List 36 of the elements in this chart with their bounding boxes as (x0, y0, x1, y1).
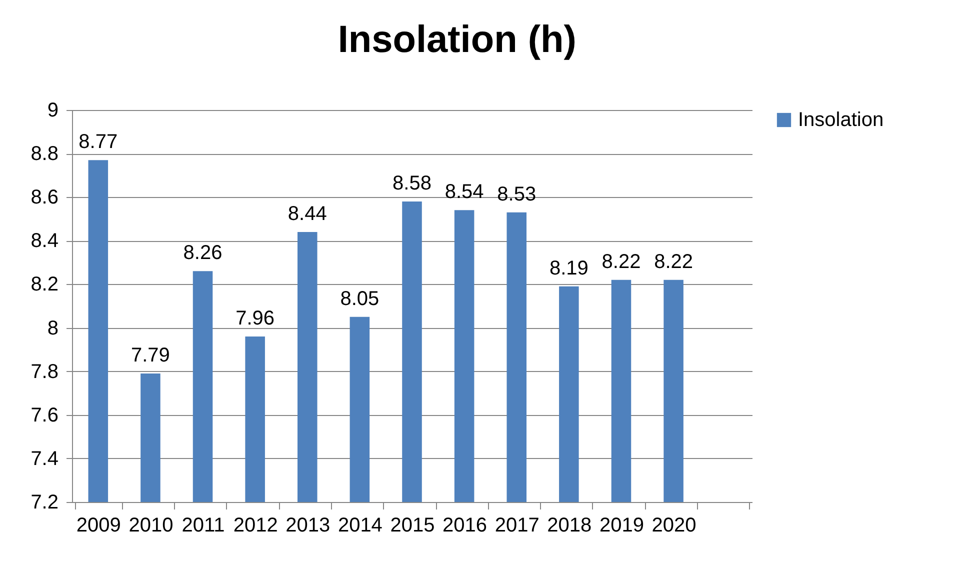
y-tick-label: 7.6 (30, 404, 58, 426)
y-tick-label: 8.8 (30, 143, 58, 166)
data-label: 8.05 (340, 288, 380, 310)
data-label: 8.58 (392, 172, 432, 194)
y-tick-label: 8.4 (30, 230, 58, 252)
x-tick-label: 2012 (233, 514, 278, 536)
legend-label: Insolation (798, 109, 884, 131)
y-tick-label: 8.6 (30, 186, 58, 209)
y-tick-label: 8.2 (30, 274, 58, 296)
y-tick-label: 9 (47, 100, 58, 122)
x-tick-label: 2014 (338, 514, 382, 536)
x-tick-label: 2016 (442, 514, 488, 536)
y-tick-label: 7.4 (30, 448, 58, 470)
x-tick-label: 2020 (652, 514, 696, 536)
y-tick-label: 7.2 (30, 492, 58, 514)
x-tick-label: 2010 (128, 514, 174, 536)
data-label: 7.79 (130, 344, 170, 367)
chart-title: Insolation (h) (338, 19, 576, 61)
data-label: 8.53 (497, 183, 536, 206)
data-label: 7.96 (236, 307, 275, 330)
data-label: 8.44 (288, 202, 327, 225)
data-label: 8.22 (654, 250, 694, 273)
x-tick-label: 2017 (494, 514, 540, 536)
data-label: 8.19 (549, 257, 588, 280)
data-label: 8.26 (183, 242, 222, 264)
y-tick-label: 7.8 (30, 360, 58, 383)
x-tick-label: 2019 (599, 514, 644, 536)
data-label: 8.54 (444, 181, 484, 204)
y-tick-label: 8 (47, 317, 58, 340)
data-label: 8.22 (602, 250, 641, 273)
x-tick-label: 2018 (547, 514, 592, 536)
x-tick-label: 2015 (390, 514, 435, 536)
data-label: 8.77 (78, 131, 118, 154)
x-tick-label: 2011 (182, 514, 225, 536)
x-tick-label: 2013 (286, 514, 330, 536)
x-tick-label: 2009 (76, 514, 121, 536)
